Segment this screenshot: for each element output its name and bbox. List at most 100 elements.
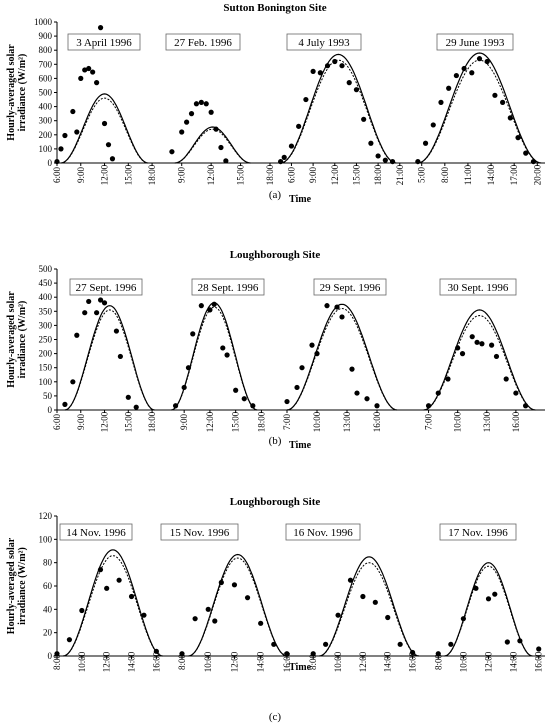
x-tick-label: 14:00 xyxy=(127,651,137,672)
y-tick-label: 0 xyxy=(48,405,53,415)
measured-point xyxy=(125,394,131,400)
measured-point xyxy=(82,310,88,316)
measured-point xyxy=(459,351,466,357)
x-tick-label: 6:00 xyxy=(52,414,62,431)
x-tick-label: 10:00 xyxy=(203,651,213,672)
day-label-box: 29 June 1993 xyxy=(436,33,514,51)
measured-point xyxy=(198,99,204,105)
day-group: 7:00 10:00 13:00 16:00 29 Sept. 1996 xyxy=(282,278,398,432)
x-axis-label: Time xyxy=(289,440,312,451)
day-label-box: 28 Sept. 1996 xyxy=(191,278,265,296)
measured-point xyxy=(453,72,459,79)
measured-point xyxy=(109,156,116,162)
measured-point xyxy=(503,376,509,382)
x-tick-label: 12:00 xyxy=(229,651,239,672)
x-tick-label: 14:00 xyxy=(256,651,266,672)
measured-point xyxy=(323,641,329,647)
measured-point xyxy=(513,390,519,396)
measured-point xyxy=(382,157,388,163)
x-tick-label: 13:00 xyxy=(342,411,352,432)
measured-point xyxy=(294,384,300,391)
day-label-frame xyxy=(439,523,517,541)
x-tick-label: 9:00 xyxy=(76,414,86,431)
measured-point xyxy=(113,328,120,334)
measured-point xyxy=(172,403,179,409)
measured-point xyxy=(220,345,226,351)
x-tick-label: 18:00 xyxy=(147,164,157,185)
model-curve-solid xyxy=(188,553,288,657)
day-label: 17 Nov. 1996 xyxy=(448,527,508,539)
measured-point xyxy=(507,115,513,121)
x-tick-label: 12:00 xyxy=(102,651,112,672)
measured-point xyxy=(54,651,60,657)
measured-point xyxy=(258,620,264,626)
day-group: 9:00 12:00 15:00 18:00 27 Feb. 1996 xyxy=(165,33,275,185)
day-label-frame xyxy=(285,523,361,541)
measured-point xyxy=(349,366,355,372)
day-label-box: 29 Sept. 1996 xyxy=(313,278,387,296)
y-tick-label: 60 xyxy=(43,581,53,591)
measured-point xyxy=(364,396,370,402)
measured-point xyxy=(360,593,366,600)
measured-point xyxy=(422,140,429,146)
measured-point xyxy=(218,144,224,151)
measured-point xyxy=(479,341,485,347)
day-label-box: 30 Sept. 1996 xyxy=(439,278,517,296)
day-group: 6:00 9:00 12:00 15:00 18:00 3 April 1996 xyxy=(52,25,157,185)
measured-point xyxy=(54,158,60,165)
y-tick-label: 300 xyxy=(39,320,53,330)
model-curve-solid xyxy=(319,556,419,657)
day-label: 29 June 1993 xyxy=(446,37,505,49)
y-tick-label: 450 xyxy=(39,278,53,288)
day-group: 8:00 10:00 12:00 14:00 16:00 14 Nov. 1996 xyxy=(52,523,163,672)
x-tick-label: 6:00 xyxy=(286,167,296,184)
x-tick-label: 5:00 xyxy=(417,167,427,184)
measured-point xyxy=(94,80,100,86)
day-label: 30 Sept. 1996 xyxy=(448,282,509,294)
y-tick-label: 400 xyxy=(39,292,53,302)
measured-point xyxy=(104,585,110,591)
model-curve-dotted xyxy=(319,562,419,657)
measured-point xyxy=(435,390,441,396)
measured-point xyxy=(281,154,287,160)
x-tick-label: 12:00 xyxy=(484,651,494,672)
model-curve-dotted xyxy=(188,557,287,657)
chart-panel-1: Sutton Bonington Site 0 100 200 300 400 500 600… xyxy=(6,2,545,205)
measured-point xyxy=(374,403,380,409)
measured-point xyxy=(455,345,461,351)
model-curve-solid xyxy=(280,53,397,164)
model-curve-solid xyxy=(444,562,533,657)
y-axis-label: Hourly-averaged solarirradiance (W/m²) xyxy=(6,537,28,634)
day-label-frame xyxy=(69,278,143,296)
y-tick-label: 200 xyxy=(39,130,53,140)
measured-point xyxy=(461,65,467,72)
y-tick-label: 250 xyxy=(39,335,53,345)
measured-point xyxy=(185,365,192,371)
measured-point xyxy=(105,142,112,148)
x-tick-label: 18:00 xyxy=(147,411,157,432)
model-curve-dotted xyxy=(174,128,251,164)
y-tick-label: 1000 xyxy=(34,17,53,27)
day-label-frame xyxy=(436,33,514,51)
y-axis-label: Hourly-averaged solarirradiance (W/m²) xyxy=(6,44,28,141)
measured-point xyxy=(354,390,360,396)
x-tick-label: 9:00 xyxy=(308,167,318,184)
measured-point xyxy=(288,143,295,149)
y-tick-label: 20 xyxy=(43,628,53,638)
measured-point xyxy=(86,298,92,305)
x-tick-label: 12:00 xyxy=(205,411,215,432)
measured-point xyxy=(332,58,338,65)
day-group: 6:00 9:00 12:00 15:00 18:00 27 Sept. 1996 xyxy=(52,278,157,432)
measured-point xyxy=(94,310,100,316)
measured-point xyxy=(223,158,229,164)
model-curve-solid xyxy=(171,302,258,411)
day-label-box: 16 Nov. 1996 xyxy=(285,523,361,541)
measured-point xyxy=(212,618,218,624)
x-tick-label: 12:00 xyxy=(358,651,368,672)
y-tick-label: 350 xyxy=(39,306,53,316)
x-tick-label: 8:00 xyxy=(433,654,443,671)
measured-point xyxy=(128,593,135,600)
x-tick-label: 7:00 xyxy=(282,414,292,431)
measured-point xyxy=(473,585,479,591)
y-tick-label: 0 xyxy=(48,651,53,661)
